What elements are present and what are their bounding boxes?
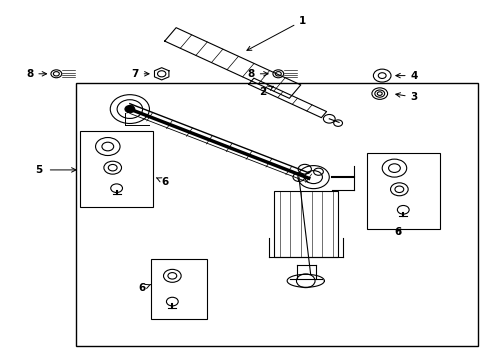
Text: 7: 7 — [131, 69, 149, 79]
Bar — [367, 153, 440, 229]
Bar — [76, 83, 478, 346]
Text: 8: 8 — [26, 69, 47, 79]
Circle shape — [125, 105, 135, 113]
Text: 6: 6 — [138, 283, 151, 293]
Text: 6: 6 — [394, 227, 402, 237]
Text: 4: 4 — [396, 71, 418, 81]
Text: 2: 2 — [259, 86, 273, 97]
Text: 5: 5 — [35, 165, 43, 175]
Text: 3: 3 — [396, 92, 418, 102]
Text: 8: 8 — [247, 69, 268, 79]
Text: 6: 6 — [156, 177, 169, 187]
Text: 1: 1 — [247, 15, 306, 50]
Bar — [274, 191, 338, 257]
Bar — [151, 259, 207, 319]
Bar — [80, 131, 153, 207]
